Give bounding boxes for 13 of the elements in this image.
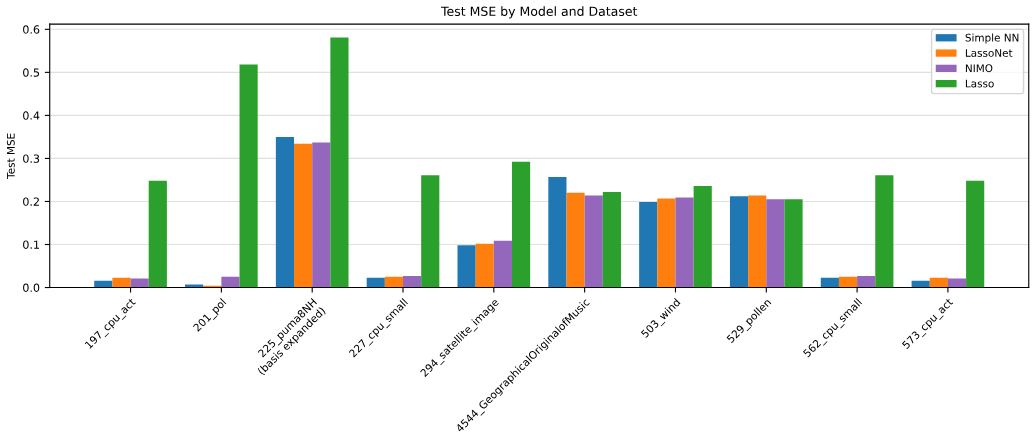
chart-title: Test MSE by Model and Dataset <box>440 6 638 19</box>
legend-label: Simple NN <box>965 33 1019 44</box>
y-axis-title: Test MSE <box>6 133 15 179</box>
y-tick-label: 0.5 <box>23 68 40 77</box>
y-tick-label: 0.3 <box>23 154 40 163</box>
y-tick-label: 0.4 <box>23 111 40 120</box>
y-tick-label: 0.6 <box>23 25 40 34</box>
y-tick-label: 0.1 <box>23 240 39 249</box>
legend-label: LassoNet <box>965 49 1013 57</box>
legend-label: Lasso <box>965 79 994 88</box>
legend-label: NIMO <box>965 64 993 73</box>
y-tick-label: 0.0 <box>23 283 40 292</box>
y-tick-label: 0.2 <box>23 197 39 206</box>
